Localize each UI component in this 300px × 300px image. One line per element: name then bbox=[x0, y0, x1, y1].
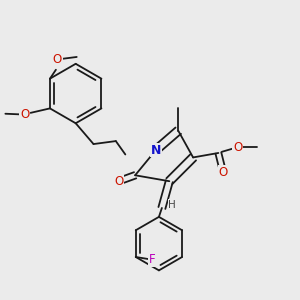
Text: N: N bbox=[151, 143, 161, 157]
Text: H: H bbox=[168, 200, 176, 210]
Text: O: O bbox=[20, 108, 29, 121]
Text: O: O bbox=[233, 140, 242, 154]
Text: O: O bbox=[218, 166, 227, 179]
Text: F: F bbox=[149, 254, 155, 266]
Text: O: O bbox=[53, 53, 62, 66]
Text: O: O bbox=[114, 175, 123, 188]
